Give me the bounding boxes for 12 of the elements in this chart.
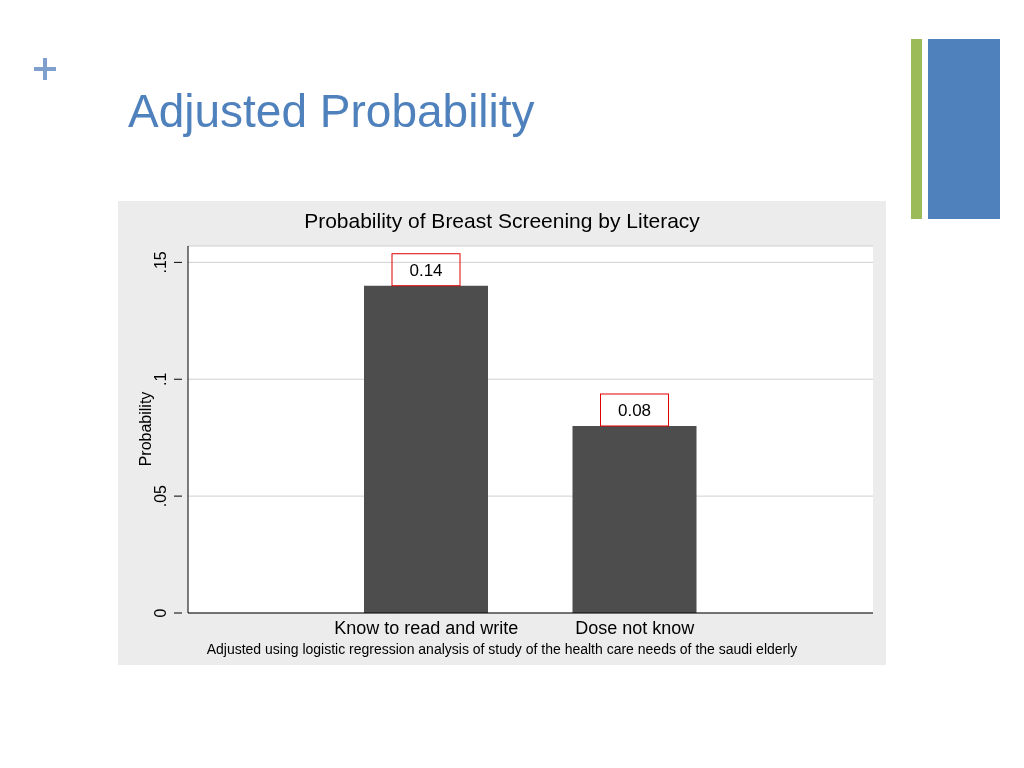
chart-title: Adjusted Probability [128, 84, 535, 138]
y-tick-label: 0 [152, 608, 169, 618]
y-tick-label: .05 [152, 484, 169, 508]
x-tick-label: Dose not know [575, 617, 696, 638]
y-tick-label: .15 [152, 251, 169, 274]
y-axis-title: Probability [137, 391, 155, 467]
chart-subtitle: Probability of Breast Screening by Literacy [303, 209, 701, 233]
data-label: 0.14 [409, 260, 443, 280]
text: Adjusted using logistic regression analysis of study of the health care needs of the saudi elderly [205, 641, 799, 657]
y-tick-label: .1 [152, 372, 169, 386]
x-tick-label: Know to read and write [334, 617, 519, 638]
data-label: 0.08 [617, 400, 652, 420]
